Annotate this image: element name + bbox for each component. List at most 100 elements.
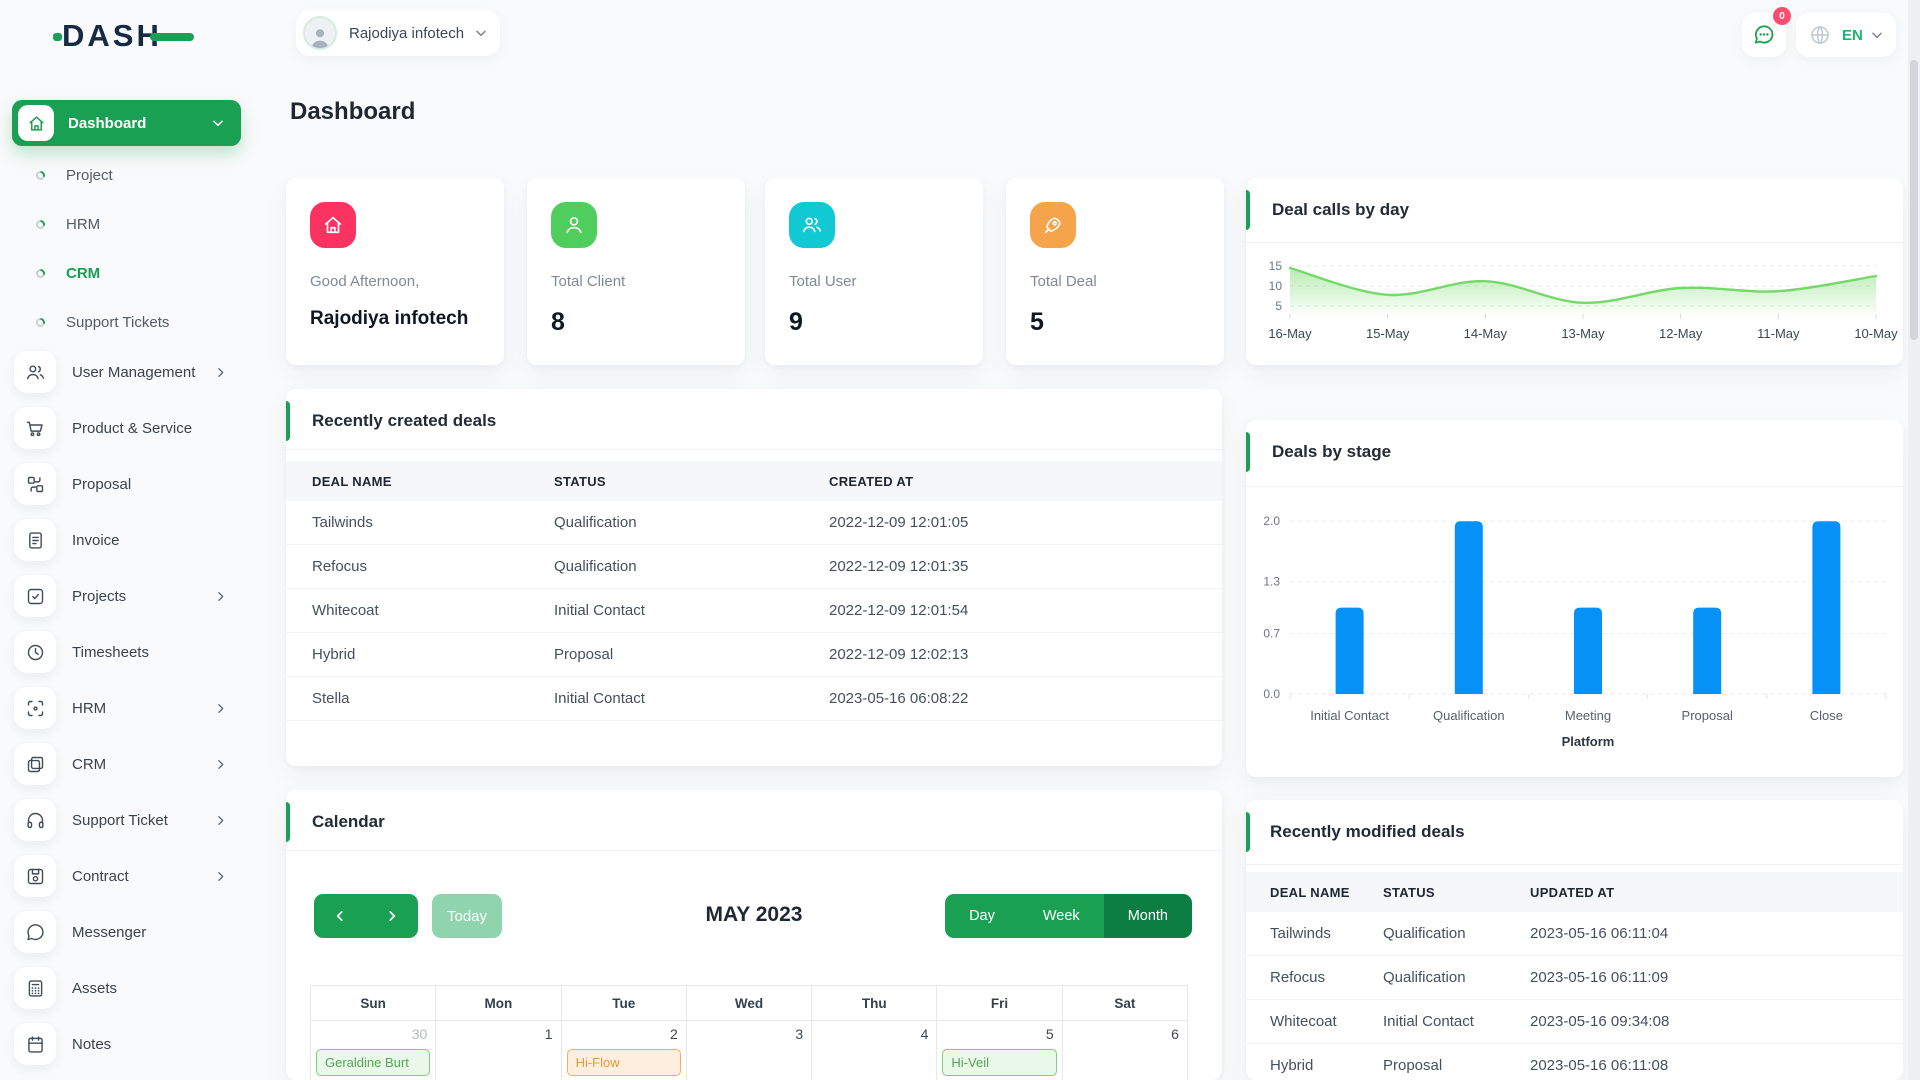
today-button[interactable]: Today [432, 894, 502, 938]
view-button-month[interactable]: Month [1103, 894, 1192, 938]
cell: Qualification [554, 514, 637, 531]
sidebar-item-label: User Management [72, 363, 196, 381]
chat-button[interactable]: 0 [1742, 7, 1791, 57]
divider [286, 850, 1222, 851]
calendar-event[interactable]: Hi-Veil [942, 1049, 1057, 1076]
svg-text:Proposal: Proposal [1682, 708, 1733, 723]
sidebar-item-support-ticket[interactable]: Support Ticket [12, 798, 241, 842]
home-icon [18, 105, 54, 141]
save-icon [14, 855, 56, 897]
calendar-day-cell[interactable]: 4 [812, 1021, 938, 1080]
divider [1246, 486, 1903, 487]
cell: 2023-05-16 06:11:08 [1530, 1057, 1669, 1074]
stat-label: Total Client [551, 273, 626, 290]
sidebar-item-projects[interactable]: Projects [12, 574, 241, 618]
weekday-header: Sun [311, 986, 437, 1020]
sidebar-item-product-service[interactable]: Product & Service [12, 406, 241, 450]
sidebar-subitem-hrm[interactable]: HRM [12, 209, 241, 239]
sidebar-item-label: Messenger [72, 923, 147, 941]
sidebar-item-contract[interactable]: Contract [12, 854, 241, 898]
sidebar-item-notes[interactable]: Notes [12, 1022, 241, 1066]
cell: 2022-12-09 12:01:54 [829, 602, 969, 619]
recently-created-deals-card: Recently created deals DEAL NAME STATUS CR… [286, 389, 1222, 766]
scrollbar-thumb[interactable] [1910, 60, 1918, 340]
divider [1246, 864, 1903, 865]
sidebar-item-crm[interactable]: CRM [12, 742, 241, 786]
cell: Refocus [1270, 969, 1326, 986]
company-selector[interactable]: Rajodiya infotech [296, 10, 500, 56]
chevron-right-icon [389, 911, 396, 921]
sidebar-subitem-support-tickets[interactable]: Support Tickets [12, 307, 241, 337]
modified-deal-row: Refocus Qualification 2023-05-16 06:11:09 [1246, 956, 1903, 1000]
cell: Qualification [1383, 925, 1466, 942]
calendar-event[interactable]: Geraldine Burt [316, 1049, 431, 1076]
calendar-day-cell[interactable]: 3 [687, 1021, 813, 1080]
deal-calls-by-day-card: Deal calls by day 5 10 15 16-May 15-May 14-Ma… [1246, 178, 1903, 365]
svg-text:15-May: 15-May [1366, 326, 1410, 341]
cell: Tailwinds [1270, 925, 1331, 942]
view-button-week[interactable]: Week [1018, 894, 1104, 938]
language-selector[interactable]: EN [1796, 13, 1896, 57]
sidebar-item-label: CRM [72, 755, 107, 773]
created-deal-row: Tailwinds Qualification 2022-12-09 12:01:0… [286, 501, 1222, 545]
svg-text:2.0: 2.0 [1263, 514, 1280, 528]
globe-icon [1811, 26, 1829, 44]
cell: Whitecoat [312, 602, 379, 619]
sidebar-item-label: Support Ticket [72, 811, 168, 829]
created-deal-row: Stella Initial Contact 2023-05-16 06:08:22 [286, 677, 1222, 721]
next-month-button[interactable] [366, 894, 418, 938]
section-title: Recently created deals [312, 411, 497, 430]
section-accent-bar [1246, 432, 1250, 472]
page-title: Dashboard [290, 98, 416, 125]
sidebar-item-assets[interactable]: Assets [12, 966, 241, 1010]
section-accent-bar [1246, 190, 1250, 230]
sidebar-item-hrm[interactable]: HRM [12, 686, 241, 730]
calendar-day-cell[interactable]: 1 [436, 1021, 562, 1080]
cell: Initial Contact [554, 690, 645, 707]
svg-text:12-May: 12-May [1659, 326, 1703, 341]
recently-modified-deals-card: Recently modified deals DEAL NAME STATUS U… [1246, 800, 1903, 1080]
sidebar-item-invoice[interactable]: Invoice [12, 518, 241, 562]
area-chart: 5 10 15 16-May 15-May 14-May 13-May 12-May 11-Ma… [1246, 250, 1903, 362]
calendar-day-cell[interactable]: 2 Hi-Flow [562, 1021, 687, 1080]
sidebar-item-timesheets[interactable]: Timesheets [12, 630, 241, 674]
created-deal-row: Refocus Qualification 2022-12-09 12:01:35 [286, 545, 1222, 589]
calendar-event[interactable]: Hi-Flow [566, 1049, 681, 1076]
cell: 2022-12-09 12:01:05 [829, 514, 969, 531]
cell: 2023-05-16 06:11:04 [1530, 925, 1669, 942]
section-title: Calendar [312, 812, 385, 831]
user-icon [551, 202, 597, 248]
sidebar-subitem-crm[interactable]: CRM [12, 258, 241, 288]
cell: Qualification [554, 558, 637, 575]
sidebar-subitem-project[interactable]: Project [12, 160, 241, 190]
scan-icon [14, 687, 56, 729]
cell: Stella [312, 690, 350, 707]
calendar-day-cell[interactable]: 5 Hi-Veil [937, 1021, 1063, 1080]
home-icon [310, 202, 356, 248]
cell: Whitecoat [1270, 1013, 1337, 1030]
svg-text:Close: Close [1810, 708, 1843, 723]
sidebar-item-label: Invoice [72, 531, 120, 549]
section-accent-bar [286, 802, 290, 842]
sidebar-subitem-label: HRM [66, 215, 101, 233]
sidebar-item-proposal[interactable]: Proposal [12, 462, 241, 506]
stat-value: 9 [789, 308, 803, 336]
app-logo[interactable]: DASH [53, 16, 194, 56]
sidebar-item-user-management[interactable]: User Management [12, 350, 241, 394]
sidebar-item-label: Notes [72, 1035, 112, 1053]
users-icon [14, 351, 56, 393]
sidebar-item-dashboard[interactable]: Dashboard [12, 100, 241, 146]
calendar-day-cell[interactable]: 6 [1063, 1021, 1187, 1080]
modified-deal-row: Whitecoat Initial Contact 2023-05-16 09:34… [1246, 1000, 1903, 1044]
calendar-day-cell[interactable]: 30 Geraldine Burt [311, 1021, 437, 1080]
chevron-right-icon [214, 870, 227, 883]
prev-month-button[interactable] [314, 894, 366, 938]
column-header: CREATED AT [829, 473, 914, 489]
sidebar-item-messenger[interactable]: Messenger [12, 910, 241, 954]
chevron-left-icon [336, 911, 343, 921]
logo-text: DASH [62, 18, 162, 53]
svg-text:5: 5 [1275, 299, 1282, 313]
sidebar-subitem-label: Support Tickets [66, 313, 170, 331]
date-number: 4 [920, 1026, 929, 1042]
view-button-day[interactable]: Day [945, 894, 1019, 938]
